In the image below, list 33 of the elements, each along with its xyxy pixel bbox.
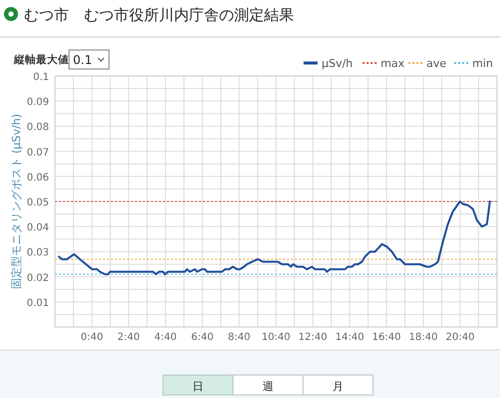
y-tick-label: 0.02 [26,272,49,284]
y-tick-label: 0.01 [26,298,49,309]
text: 週 [262,380,274,393]
x-tick-label: 16:40 [372,332,401,343]
y-tick-label: 0.06 [26,172,49,184]
x-tick-label: 4:40 [154,332,177,343]
y-tick-label: 0.05 [26,198,49,208]
line-series [58,200,491,276]
legend-label: min [472,57,493,70]
x-tick-label: 0:40 [80,332,104,343]
y-axis-title: 固定型モニタリングポスト (μSv/h) [10,114,23,290]
y-tick-label: 0.04 [26,222,49,234]
text: 縦軸最大値 [13,53,69,66]
text: 日 [192,380,204,393]
text: 月 [332,380,344,393]
x-tick-label: 10:40 [262,332,290,343]
legend-label: ave [426,57,447,70]
x-tick-label: 12:40 [298,332,328,343]
y-tick-label: 0.08 [26,122,49,134]
x-tick-label: 18:40 [408,332,438,343]
y-tick-label: 0.1 [33,72,49,83]
x-tick-label: 20:40 [446,332,475,343]
chart-title: むつ市 むつ市役所川内庁舎の測定結果 [24,6,294,24]
y-tick-label: 0.09 [26,97,49,108]
y-tick-label: 0.03 [26,248,49,259]
legend-label: max [380,57,406,70]
y-tick-label: 0.07 [26,147,49,158]
x-tick-label: 6:40 [191,332,214,343]
x-tick-label: 8:40 [228,332,250,343]
x-tick-label: 14:40 [335,332,364,343]
dropdown-field: 0.1 [68,50,110,70]
legend-label: μSv/h [322,57,353,70]
x-tick-label: 2:40 [117,332,140,343]
